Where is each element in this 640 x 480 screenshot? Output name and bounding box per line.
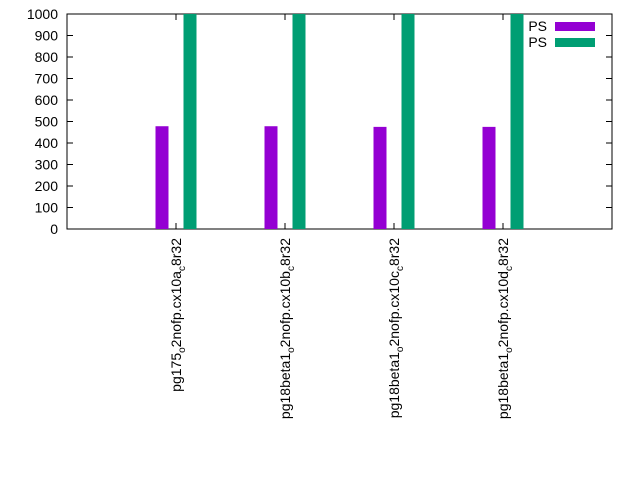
y-tick-label: 900	[35, 28, 59, 44]
x-category-label-part: pg18beta1	[495, 353, 511, 419]
y-tick-label: 700	[35, 71, 59, 87]
y-tick-label: 800	[35, 49, 59, 65]
y-tick-label: 500	[35, 114, 59, 130]
bar-series-1	[155, 126, 169, 229]
x-category-label-part: o	[395, 346, 406, 352]
x-category-label-part: pg175	[168, 353, 184, 392]
x-category-label-part: 8r32	[495, 238, 511, 266]
bar-series-2	[401, 14, 415, 229]
bar-series-2	[183, 14, 197, 229]
bars	[155, 14, 524, 229]
legend-label: PS	[528, 18, 547, 34]
x-category-label-part: pg18beta1	[386, 352, 402, 418]
y-tick-label: 0	[50, 221, 58, 237]
y-tick-label: 200	[35, 178, 59, 194]
bar-series-1	[373, 126, 387, 229]
legend-swatch	[555, 38, 595, 47]
bar-series-2	[292, 14, 306, 229]
x-category-label-part: c	[177, 266, 188, 271]
bar-series-2	[510, 14, 524, 229]
x-category-label-part: 2nofp.cx10d	[495, 271, 511, 347]
y-tick-label: 100	[35, 200, 59, 216]
x-category-label-part: o	[177, 347, 188, 353]
x-category-label: pg18beta1o2nofp.cx10bc8r32	[277, 238, 297, 419]
x-category-label: pg18beta1o2nofp.cx10dc8r32	[495, 238, 515, 419]
x-axis: pg175o2nofp.cx10ac8r32pg18beta1o2nofp.cx…	[168, 14, 515, 419]
y-tick-label: 1000	[27, 6, 58, 22]
x-category-label-part: o	[286, 347, 297, 353]
legend-swatch	[555, 22, 595, 31]
x-category-label-part: c	[286, 266, 297, 271]
x-category-label: pg18beta1o2nofp.cx10cc8r32	[386, 238, 406, 418]
x-category-label-part: 2nofp.cx10b	[277, 271, 293, 347]
x-category-label-part: 2nofp.cx10c	[386, 271, 402, 347]
x-category-label-part: c	[395, 266, 406, 271]
x-category-label-part: c	[504, 266, 515, 271]
x-category-label-part: o	[504, 347, 515, 353]
y-tick-label: 400	[35, 135, 59, 151]
bar-series-1	[264, 126, 278, 229]
y-tick-label: 600	[35, 92, 59, 108]
y-tick-label: 300	[35, 157, 59, 173]
x-category-label: pg175o2nofp.cx10ac8r32	[168, 238, 188, 392]
x-category-label-part: 8r32	[277, 238, 293, 266]
x-category-label-part: pg18beta1	[277, 353, 293, 419]
bar-series-1	[482, 126, 496, 229]
y-axis: 0 100 200 300 400 500 600 700 800 900 1000	[27, 6, 612, 237]
legend-label: PS	[528, 34, 547, 50]
x-category-label-part: 8r32	[168, 238, 184, 266]
x-category-label-part: 8r32	[386, 238, 402, 266]
x-category-label-part: 2nofp.cx10a	[168, 271, 184, 347]
